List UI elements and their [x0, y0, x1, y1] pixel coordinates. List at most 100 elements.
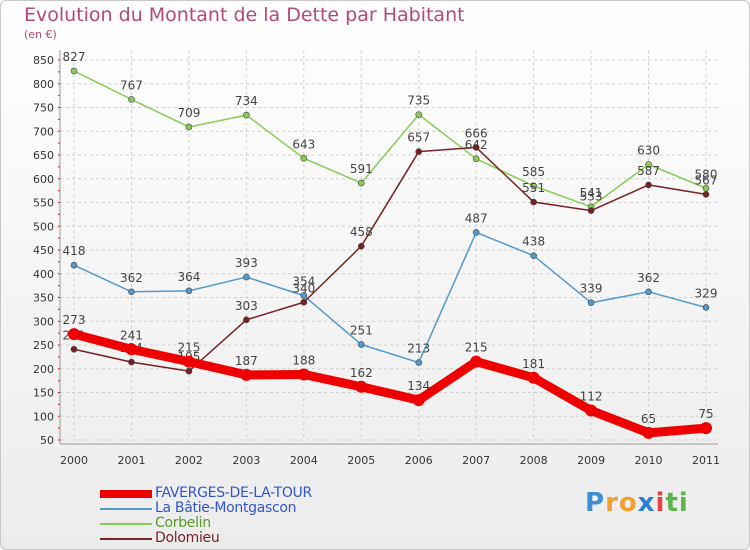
y-tick-label: 50: [40, 434, 54, 447]
x-tick-label: 2008: [520, 454, 548, 467]
data-point: [702, 304, 710, 311]
legend-item: FAVERGES-DE-LA-TOUR: [100, 485, 400, 501]
data-label: 533: [580, 190, 603, 204]
data-label: 181: [522, 357, 545, 371]
data-label: 362: [637, 271, 660, 285]
y-tick-label: 300: [33, 315, 54, 328]
data-point: [472, 229, 480, 236]
data-label: 567: [695, 173, 718, 187]
data-label: 630: [637, 144, 660, 158]
data-label: 162: [350, 366, 373, 380]
data-point: [702, 191, 710, 198]
data-point: [128, 288, 135, 296]
x-tick-label: 2002: [175, 454, 203, 467]
series-line: [73, 231, 707, 364]
x-tick-label: 2004: [290, 454, 318, 467]
y-tick-label: 250: [33, 339, 54, 352]
legend-swatch: [100, 538, 152, 540]
logo-letter: i: [655, 488, 666, 518]
legend-item: Corbelin: [100, 515, 400, 531]
chart-title: Evolution du Montant de la Dette par Hab…: [24, 4, 465, 26]
proxiti-logo: Proxiti: [585, 488, 689, 518]
data-label: 364: [177, 270, 200, 284]
data-point: [297, 368, 310, 381]
data-point: [415, 148, 423, 155]
data-label: 709: [177, 106, 200, 120]
data-point: [587, 299, 595, 307]
data-point: [357, 179, 365, 187]
data-label: 827: [63, 50, 86, 64]
data-point: [472, 155, 480, 163]
data-label: 551: [522, 181, 545, 195]
logo-letter: P: [585, 488, 606, 518]
data-label: 354: [292, 275, 315, 289]
data-point: [240, 368, 253, 381]
y-tick-label: 850: [33, 54, 54, 67]
x-tick-label: 2010: [635, 454, 663, 467]
data-label: 251: [350, 324, 373, 338]
legend-item: Dolomieu: [100, 530, 400, 546]
data-point: [530, 182, 537, 190]
data-point: [125, 343, 138, 356]
y-tick-label: 800: [33, 78, 54, 91]
data-point: [300, 155, 308, 162]
legend: FAVERGES-DE-LA-TOUR La Bâtie-Montgascon Co…: [100, 485, 400, 546]
data-point: [527, 371, 540, 384]
data-label: 643: [292, 137, 315, 151]
data-label: 666: [465, 126, 488, 140]
data-label: 767: [120, 78, 143, 92]
data-point: [357, 242, 365, 250]
data-label: 112: [580, 390, 603, 404]
data-label: 418: [63, 244, 86, 258]
y-tick-label: 400: [33, 268, 54, 281]
data-label: 734: [235, 94, 258, 108]
x-tick-label: 2011: [692, 454, 720, 467]
data-label: 213: [407, 342, 430, 356]
data-point: [68, 328, 80, 341]
logo-letter: x: [637, 488, 656, 518]
data-label: 487: [465, 211, 488, 225]
x-tick-label: 2009: [577, 454, 605, 467]
y-tick-label: 700: [33, 125, 54, 138]
data-label: 541: [580, 186, 603, 200]
series-line: [73, 70, 707, 208]
legend-swatch: [100, 490, 152, 498]
data-point: [185, 123, 193, 131]
data-point: [185, 367, 193, 375]
legend-item: La Bâtie-Montgascon: [100, 500, 400, 516]
data-point: [182, 355, 195, 368]
y-tick-label: 600: [33, 173, 54, 186]
legend-label: La Bâtie-Montgascon: [155, 500, 297, 516]
data-point: [530, 252, 537, 259]
y-tick-label: 500: [33, 220, 54, 233]
chart-unit-label: (en €): [24, 28, 57, 41]
y-tick-label: 750: [33, 102, 54, 115]
logo-letter: r: [605, 488, 619, 518]
data-point: [70, 67, 78, 75]
data-label: 215: [465, 341, 488, 355]
data-point: [243, 273, 250, 281]
legend-swatch: [100, 508, 152, 510]
series-line: [73, 146, 707, 372]
data-point: [243, 316, 250, 324]
y-tick-label: 650: [33, 149, 54, 162]
data-point: [243, 111, 250, 119]
data-point: [128, 96, 135, 103]
data-point: [585, 404, 598, 417]
y-tick-label: 200: [33, 363, 54, 376]
data-point: [587, 207, 595, 214]
y-tick-label: 350: [33, 292, 54, 305]
data-label: 362: [120, 271, 143, 285]
data-point: [472, 144, 480, 151]
y-tick-label: 550: [33, 197, 54, 210]
data-point: [415, 359, 423, 366]
data-label: 340: [292, 281, 315, 295]
data-label: 438: [522, 235, 545, 249]
data-label: 580: [695, 167, 718, 181]
data-point: [645, 161, 652, 168]
x-tick-label: 2000: [60, 454, 88, 467]
legend-label: Corbelin: [155, 515, 211, 531]
data-point: [300, 292, 308, 299]
x-tick-label: 2006: [405, 454, 433, 467]
y-tick-label: 450: [33, 244, 54, 257]
